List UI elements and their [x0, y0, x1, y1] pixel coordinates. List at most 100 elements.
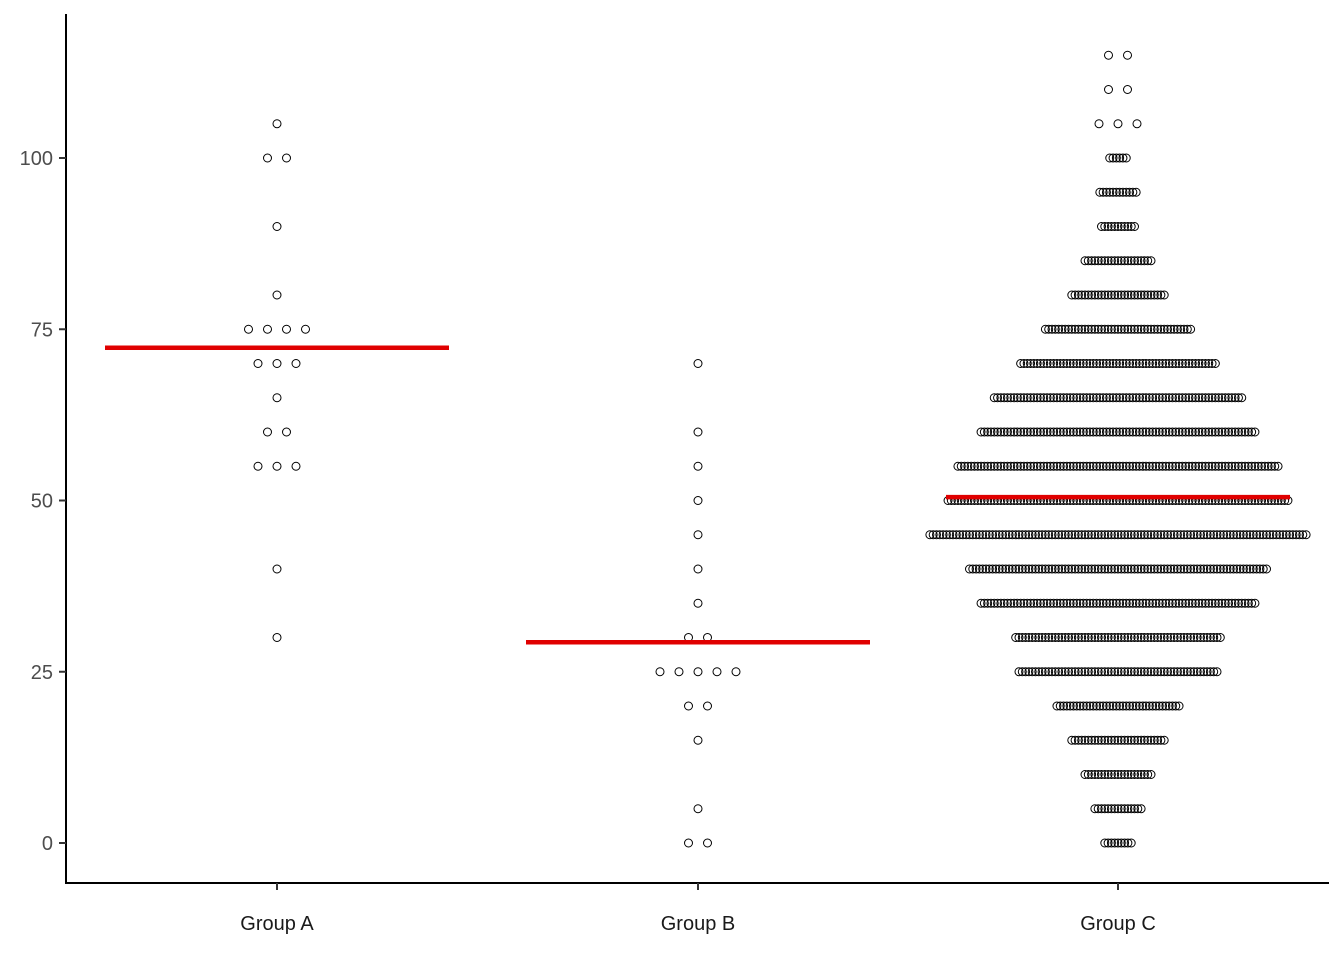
data-point [1082, 701, 1092, 711]
x-category-label: Group B [661, 913, 735, 935]
data-point [1050, 564, 1060, 574]
data-point [1184, 427, 1194, 437]
data-point [1151, 427, 1161, 437]
data-point [1192, 667, 1202, 677]
data-point [1103, 222, 1113, 231]
data-point [1220, 393, 1230, 403]
data-point [1070, 667, 1080, 677]
data-point [1133, 290, 1143, 300]
data-point [1111, 461, 1121, 471]
data-point [1085, 598, 1095, 608]
data-point [1230, 598, 1240, 608]
data-point [1167, 461, 1177, 471]
data-point [291, 461, 301, 471]
data-point [1062, 359, 1072, 368]
data-point [1136, 530, 1146, 540]
data-point [1184, 598, 1194, 608]
data-point [1139, 324, 1149, 334]
data-point [1100, 530, 1110, 540]
data-point [1047, 564, 1057, 574]
data-point [1120, 564, 1130, 574]
data-point [1073, 290, 1083, 300]
data-point [1007, 530, 1017, 540]
data-point [674, 667, 684, 677]
data-point [1212, 530, 1222, 540]
data-point [1075, 393, 1085, 403]
data-point [1202, 564, 1212, 574]
data-point [1052, 598, 1062, 608]
data-point [1125, 701, 1135, 711]
data-point [1087, 667, 1097, 677]
data-point [1116, 222, 1126, 231]
data-point [1149, 667, 1159, 677]
data-point [1247, 598, 1257, 608]
data-point [1200, 598, 1210, 608]
data-point [1120, 222, 1130, 231]
data-point [1070, 324, 1080, 334]
data-point [966, 461, 976, 471]
data-point [1073, 633, 1083, 642]
data-point [1097, 735, 1106, 745]
data-point [1103, 770, 1113, 779]
data-point [1141, 427, 1151, 437]
data-point [1167, 359, 1177, 368]
data-point [1285, 530, 1295, 540]
data-point [1092, 598, 1102, 608]
data-point [971, 530, 981, 540]
data-point [1146, 735, 1156, 745]
data-point [1111, 701, 1121, 711]
data-point [1019, 598, 1029, 608]
data-point [1154, 393, 1164, 403]
data-point [1143, 735, 1153, 745]
data-point [1106, 667, 1116, 677]
data-point [1130, 290, 1139, 300]
data-point [1133, 564, 1143, 574]
data-point [1073, 324, 1083, 334]
data-point [1106, 633, 1116, 642]
data-point [1169, 324, 1179, 334]
data-point [1268, 530, 1278, 540]
data-point [1045, 359, 1055, 368]
data-point [1012, 427, 1022, 437]
data-point [1153, 290, 1163, 300]
data-point [1111, 153, 1121, 163]
data-point [1192, 564, 1202, 574]
data-point [1085, 461, 1095, 471]
data-point [991, 530, 1001, 540]
data-point [1182, 530, 1192, 540]
data-point [965, 530, 974, 540]
data-point [1174, 701, 1184, 711]
y-tick-label: 25 [31, 662, 53, 684]
data-point [1045, 427, 1055, 437]
data-point [291, 359, 301, 368]
data-point [1098, 427, 1108, 437]
data-point [1194, 461, 1204, 471]
data-point [1146, 530, 1156, 540]
data-point [1177, 359, 1187, 368]
data-point [1158, 393, 1168, 403]
data-point [1156, 290, 1166, 300]
data-point [1126, 735, 1136, 745]
data-point [1130, 564, 1139, 574]
data-point [1021, 564, 1031, 574]
data-point [1151, 701, 1161, 711]
data-point [1059, 461, 1069, 471]
data-point [1019, 393, 1029, 403]
data-point [1126, 770, 1136, 779]
data-point [1163, 564, 1172, 574]
data-point [1098, 187, 1108, 197]
data-point [1110, 290, 1120, 300]
data-point [1238, 530, 1248, 540]
data-point [1052, 393, 1062, 403]
data-point [1004, 564, 1014, 574]
data-point [1121, 393, 1131, 403]
data-point [1187, 461, 1197, 471]
data-point [1172, 667, 1182, 677]
data-point [1116, 324, 1126, 334]
data-point [1050, 633, 1060, 642]
data-point [1250, 427, 1260, 437]
data-point [1070, 290, 1080, 300]
data-point [1179, 530, 1189, 540]
data-point [1156, 667, 1166, 677]
data-point [1007, 564, 1017, 574]
